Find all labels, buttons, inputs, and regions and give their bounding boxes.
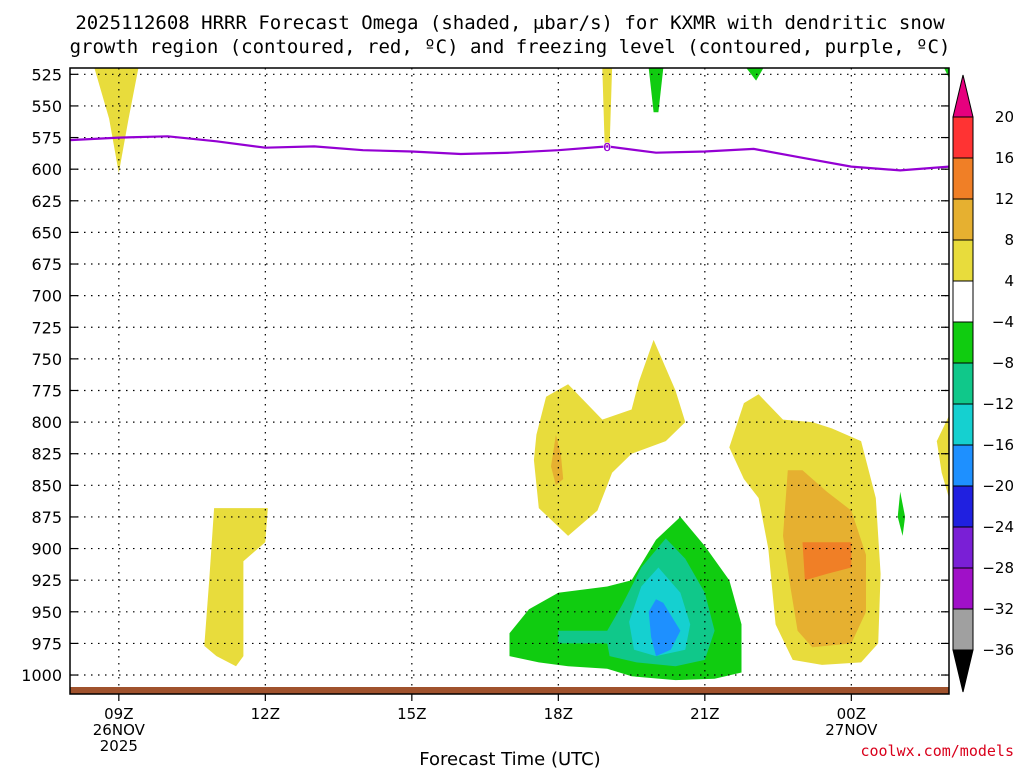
y-axis: 525 550 575 600 625 650 675 700 725 750 775 800 825 8… <box>21 65 949 685</box>
omega-region-orange-center <box>551 434 564 486</box>
x-tick-label: 00Z <box>837 705 866 723</box>
y-tick-label: 550 <box>31 97 62 116</box>
colorbar-band <box>952 608 974 651</box>
colorbar-tick-label: −8 <box>992 354 1014 372</box>
chart-title-line1: 2025112608 HRRR Forecast Omega (shaded, … <box>75 12 945 34</box>
colorbar-tick-label: −16 <box>982 436 1014 454</box>
y-tick-label: 725 <box>31 318 62 337</box>
y-tick-label: 650 <box>31 223 62 242</box>
omega-region-green-tip-26z <box>944 68 949 79</box>
colorbar-tick-label: 12 <box>995 190 1014 208</box>
colorbar-band <box>952 280 974 323</box>
y-tick-label: 625 <box>31 192 62 211</box>
colorbar-tick-label: 4 <box>1004 272 1014 290</box>
y-tick-label: 750 <box>31 350 62 369</box>
x-tick-label: 09Z <box>104 705 133 723</box>
y-tick-label: 1000 <box>21 666 62 685</box>
y-tick-label: 800 <box>31 413 62 432</box>
credit-text[interactable]: coolwx.com/models <box>860 742 1014 760</box>
colorbar-tick-label: −32 <box>982 600 1014 618</box>
omega-region-yellow-edge-26z <box>936 415 949 498</box>
colorbar-band <box>952 198 974 241</box>
y-tick-label: 950 <box>31 603 62 622</box>
colorbar-band <box>952 567 974 610</box>
colorbar-band <box>952 403 974 446</box>
omega-region-thin-top-19z <box>602 68 613 147</box>
omega-region-yellow-lowleft <box>204 508 268 667</box>
freezing-level-line <box>69 135 950 172</box>
y-tick-label: 925 <box>31 571 62 590</box>
omega-region-green-speck-25z <box>897 491 906 536</box>
colorbar-band <box>952 157 974 200</box>
y-tick-label: 875 <box>31 508 62 527</box>
colorbar-band <box>952 526 974 569</box>
colorbar-tick-label: 8 <box>1004 231 1014 249</box>
colorbar-band <box>952 362 974 405</box>
colorbar: 20 16 12 8 4 −4 −8 −12 −16 −20 −24 −28 −32 −36 <box>952 74 1014 693</box>
colorbar-tick-label: −20 <box>982 477 1014 495</box>
colorbar-bottom-arrow <box>952 649 974 693</box>
y-tick-label: 825 <box>31 445 62 464</box>
y-tick-label: 525 <box>31 65 62 84</box>
omega-region-up-left-top <box>94 68 139 173</box>
colorbar-band <box>952 239 974 282</box>
colorbar-band <box>952 485 974 528</box>
y-tick-label: 675 <box>31 255 62 274</box>
x-tick-label: 27NOV <box>825 721 878 739</box>
omega-region-darkorange-right <box>802 542 852 581</box>
omega-region-green-tip-22z <box>746 68 764 81</box>
y-tick-label: 900 <box>31 540 62 559</box>
y-tick-label: 600 <box>31 160 62 179</box>
colorbar-tick-label: 16 <box>995 149 1014 167</box>
colorbar-band <box>952 444 974 487</box>
colorbar-band <box>952 321 974 364</box>
x-tick-label: 2025 <box>100 737 138 755</box>
x-tick-label: 21Z <box>690 705 719 723</box>
colorbar-tick-label: −4 <box>992 313 1014 331</box>
y-tick-label: 700 <box>31 287 62 306</box>
x-tick-label: 26NOV <box>93 721 146 739</box>
freezing-level-label: 0 <box>603 140 611 154</box>
colorbar-tick-label: 20 <box>995 108 1014 126</box>
x-tick-label: 12Z <box>251 705 280 723</box>
colorbar-top-arrow <box>952 74 974 118</box>
y-tick-label: 775 <box>31 381 62 400</box>
x-tick-label: 15Z <box>397 705 426 723</box>
colorbar-band <box>952 116 974 159</box>
omega-region-yellow-center <box>533 339 686 536</box>
plot-area: 0 <box>69 67 950 695</box>
omega-region-blue-core <box>648 599 681 657</box>
colorbar-tick-label: −12 <box>982 395 1014 413</box>
omega-region-green-tip-20z <box>648 68 664 113</box>
colorbar-tick-label: −24 <box>982 518 1014 536</box>
y-tick-label: 975 <box>31 634 62 653</box>
colorbar-tick-label: −36 <box>982 641 1014 659</box>
x-axis-label: Forecast Time (UTC) <box>419 749 600 768</box>
chart-title-line2: growth region (contoured, red, ºC) and f… <box>70 36 951 58</box>
ground-strip <box>70 687 949 694</box>
y-tick-label: 575 <box>31 129 62 148</box>
omega-shaded-regions <box>94 68 949 681</box>
colorbar-tick-label: −28 <box>982 559 1014 577</box>
plot-frame <box>69 67 950 695</box>
x-tick-label: 18Z <box>544 705 573 723</box>
y-tick-label: 850 <box>31 476 62 495</box>
